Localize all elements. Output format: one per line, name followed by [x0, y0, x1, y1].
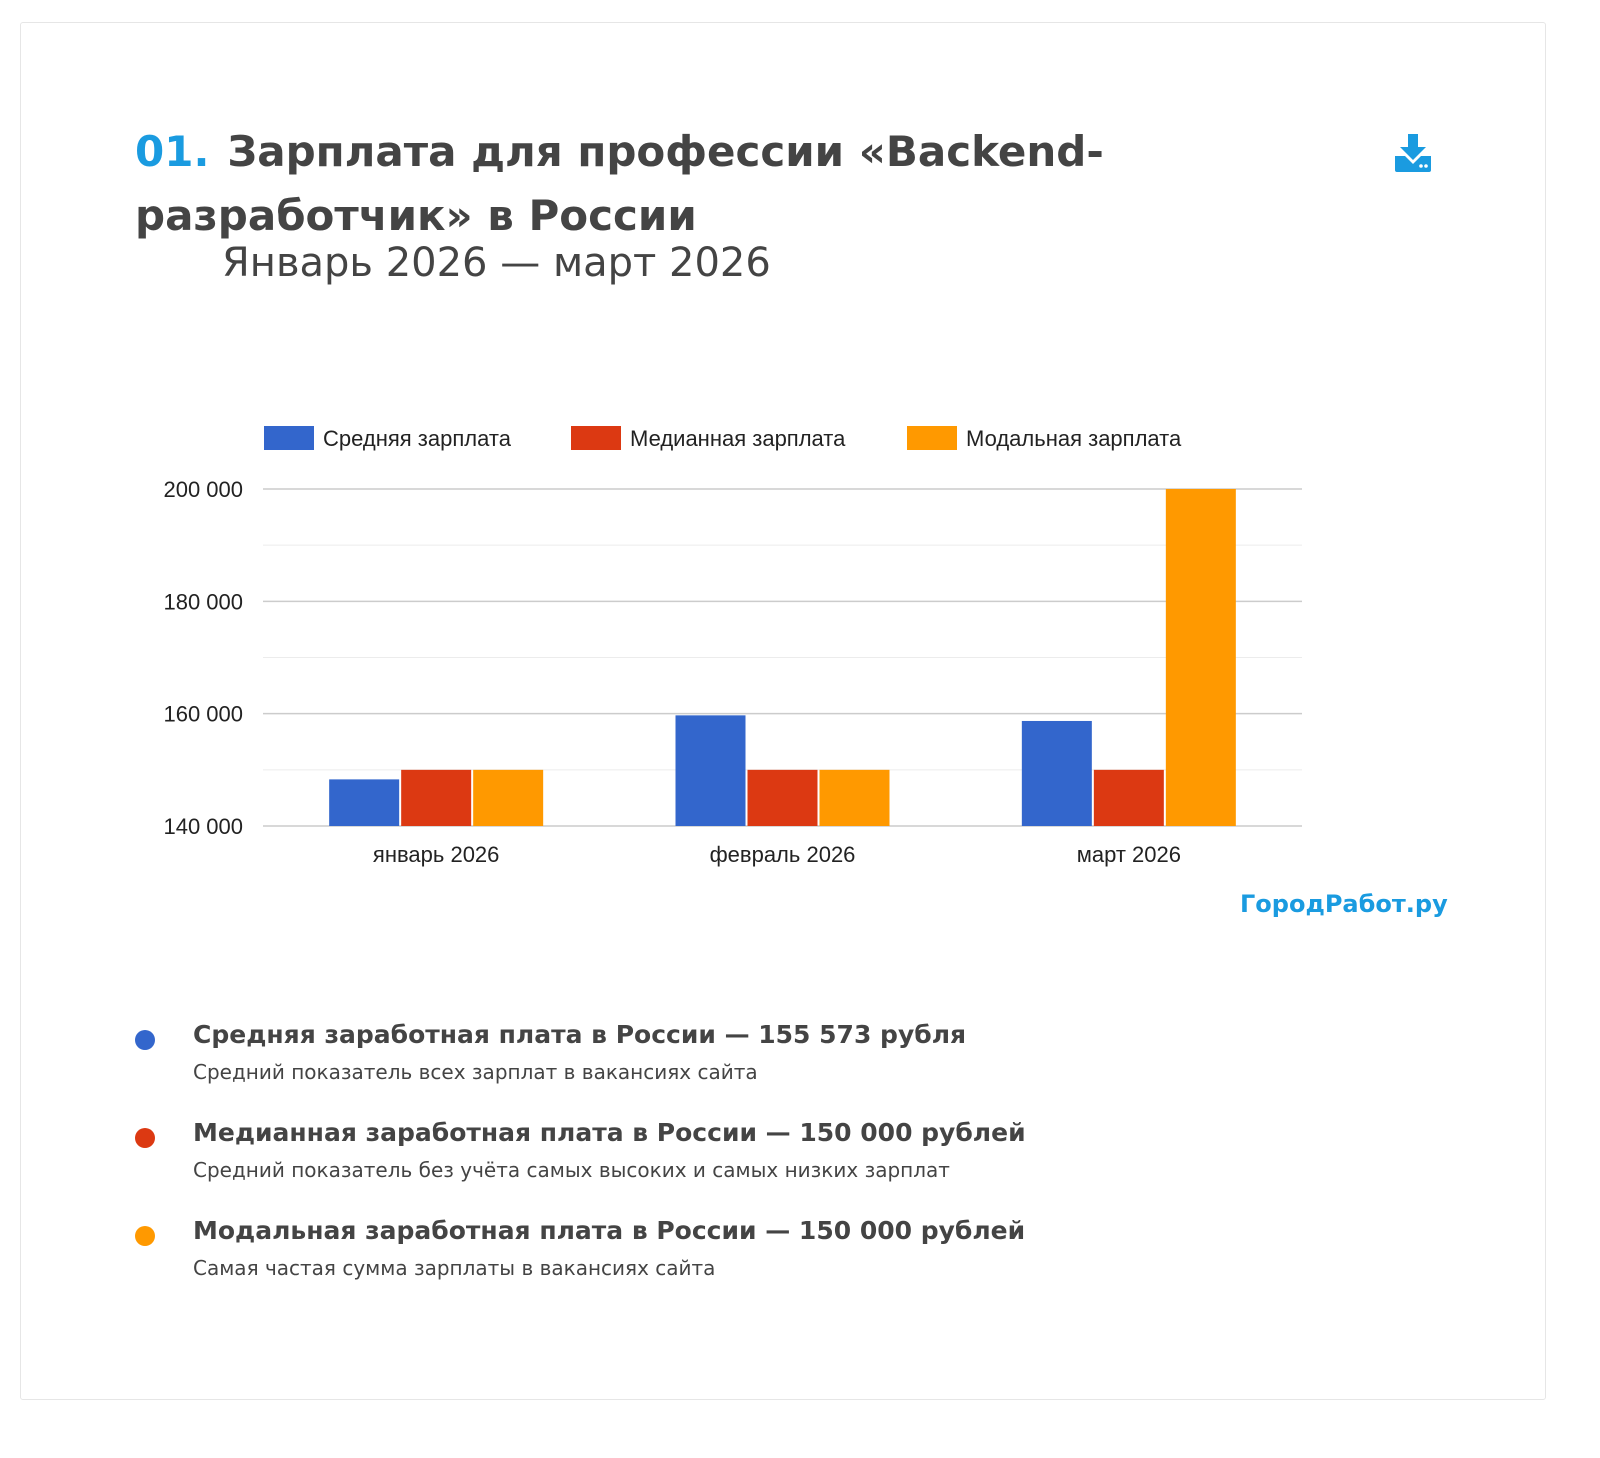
legend-swatch: [907, 426, 957, 450]
legend-label: Модальная зарплата: [966, 426, 1182, 451]
download-icon: [1395, 134, 1431, 172]
salary-card: [20, 22, 1546, 1400]
salary-bar-chart: 140 000 160 000 180 000 200 000 январь 2026 ф…: [163, 426, 1302, 867]
legend-label: Медианная зарплата: [630, 426, 846, 451]
summary-description: Средний показатель без учёта самых высок…: [193, 1158, 950, 1182]
period-subtitle: Январь 2026 — март 2026: [222, 240, 771, 286]
y-tick-label: 180 000: [163, 589, 243, 614]
summary-title: Средняя заработная плата в России — 155 …: [193, 1020, 967, 1049]
download-button[interactable]: [1392, 132, 1434, 174]
summary-title: Модальная заработная плата в России — 15…: [193, 1216, 1026, 1245]
y-tick-label: 140 000: [163, 814, 243, 839]
section-number: 01.: [135, 127, 210, 176]
legend-swatch: [571, 426, 621, 450]
summary-description: Средний показатель всех зарплат в ваканс…: [193, 1060, 758, 1084]
y-tick-label: 200 000: [163, 477, 243, 502]
legend-dot: [135, 1030, 155, 1050]
legend-swatch: [264, 426, 314, 450]
bar-median: [1093, 769, 1164, 826]
legend-dot: [135, 1128, 155, 1148]
bar-median: [401, 769, 472, 826]
title-text: Зарплата для профессии «Backend-разработ…: [135, 127, 1104, 240]
bar-average: [329, 779, 400, 826]
bar-average: [1021, 720, 1092, 826]
bar-modal: [473, 769, 544, 826]
bar-modal: [1165, 489, 1236, 826]
bar-median: [747, 769, 818, 826]
bar-modal: [819, 769, 890, 826]
summary-description: Самая частая сумма зарплаты в вакансиях …: [193, 1256, 716, 1280]
x-tick-label: март 2026: [1077, 842, 1181, 867]
summary-title: Медианная заработная плата в России — 15…: [193, 1118, 1026, 1147]
bar-average: [675, 715, 746, 826]
brand-logo[interactable]: ГородРабот.ру: [1240, 890, 1448, 918]
x-tick-label: февраль 2026: [710, 842, 856, 867]
legend-dot: [135, 1226, 155, 1246]
legend-label: Средняя зарплата: [323, 426, 512, 451]
x-tick-label: январь 2026: [373, 842, 500, 867]
y-tick-label: 160 000: [163, 702, 243, 727]
page-title: 01. Зарплата для профессии «Backend-разра…: [135, 120, 1135, 248]
